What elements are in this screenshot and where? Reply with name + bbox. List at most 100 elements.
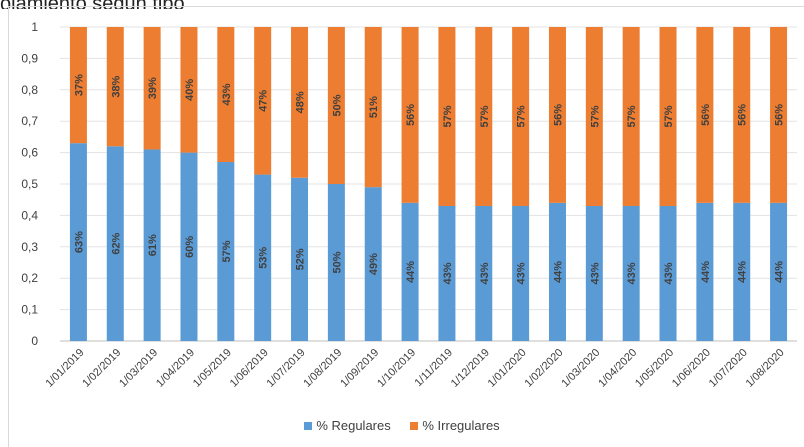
y-tick-label: 0,7 xyxy=(21,114,38,128)
bar-regulares xyxy=(364,187,382,341)
bar-irregulares xyxy=(180,27,198,153)
data-label-irregulares: 50% xyxy=(331,94,343,116)
bar-irregulares xyxy=(696,27,714,203)
data-label-irregulares: 56% xyxy=(700,104,712,126)
bar-regulares xyxy=(106,146,124,341)
data-label-regulares: 60% xyxy=(184,236,196,258)
bar-regulares xyxy=(696,202,714,341)
x-tick-label: 1/05/2019 xyxy=(191,347,234,390)
bar-regulares xyxy=(733,202,751,341)
data-label-irregulares: 43% xyxy=(221,83,233,105)
x-tick-label: 1/02/2019 xyxy=(80,347,123,390)
bar-irregulares xyxy=(143,27,161,150)
bar-irregulares xyxy=(106,27,124,147)
bar-regulares xyxy=(548,202,566,341)
chart-legend: % Regulares % Irregulares xyxy=(0,418,804,433)
data-label-irregulares: 56% xyxy=(405,104,417,126)
bar-irregulares xyxy=(69,27,87,144)
x-tick-label: 1/07/2020 xyxy=(707,347,750,390)
data-label-irregulares: 57% xyxy=(516,105,528,127)
data-label-irregulares: 56% xyxy=(774,104,786,126)
bar-regulares xyxy=(475,205,493,341)
data-label-regulares: 44% xyxy=(552,261,564,283)
data-label-regulares: 44% xyxy=(737,261,749,283)
legend-item-regulares: % Regulares xyxy=(304,418,391,433)
data-label-regulares: 43% xyxy=(589,262,601,284)
bar-regulares xyxy=(327,184,345,341)
data-label-irregulares: 57% xyxy=(589,105,601,127)
data-label-irregulares: 57% xyxy=(626,105,638,127)
data-label-irregulares: 57% xyxy=(442,105,454,127)
data-label-irregulares: 40% xyxy=(184,79,196,101)
bar-irregulares xyxy=(291,27,309,178)
data-label-regulares: 62% xyxy=(110,232,122,254)
x-tick-label: 1/08/2020 xyxy=(744,347,787,390)
x-tick-label: 1/09/2019 xyxy=(338,347,381,390)
legend-swatch-regulares xyxy=(304,422,313,430)
bar-irregulares xyxy=(364,27,382,188)
data-label-regulares: 44% xyxy=(405,261,417,283)
bar-irregulares xyxy=(475,27,493,206)
bar-regulares xyxy=(401,202,419,341)
bar-irregulares xyxy=(770,27,788,203)
x-tick-label: 1/11/2019 xyxy=(413,347,456,390)
data-label-regulares: 63% xyxy=(73,231,85,253)
bar-regulares xyxy=(585,205,603,341)
data-label-regulares: 44% xyxy=(700,261,712,283)
data-label-regulares: 43% xyxy=(663,262,675,284)
data-label-regulares: 49% xyxy=(368,253,380,275)
y-tick-label: 0,3 xyxy=(21,240,38,254)
data-label-irregulares: 56% xyxy=(737,104,749,126)
bar-irregulares xyxy=(217,27,235,163)
x-tick-label: 1/04/2020 xyxy=(596,347,639,390)
data-label-regulares: 43% xyxy=(442,262,454,284)
data-label-irregulares: 37% xyxy=(73,74,85,96)
x-tick-label: 1/01/2020 xyxy=(486,347,529,390)
data-label-irregulares: 48% xyxy=(295,91,307,113)
y-tick-label: 0,4 xyxy=(21,208,38,222)
legend-label-regulares: % Regulares xyxy=(316,418,391,433)
data-label-regulares: 61% xyxy=(147,234,159,256)
y-tick-label: 1 xyxy=(31,20,38,34)
x-tick-label: 1/06/2019 xyxy=(228,347,271,390)
y-tick-label: 0 xyxy=(31,334,38,348)
bar-irregulares xyxy=(585,27,603,206)
data-label-regulares: 50% xyxy=(331,251,343,273)
bar-irregulares xyxy=(733,27,751,203)
bar-irregulares xyxy=(254,27,272,175)
data-label-regulares: 44% xyxy=(774,261,786,283)
bar-regulares xyxy=(254,174,272,341)
bar-regulares xyxy=(143,149,161,341)
legend-item-irregulares: % Irregulares xyxy=(410,418,500,433)
x-tick-label: 1/03/2020 xyxy=(559,347,602,390)
data-label-irregulares: 57% xyxy=(479,105,491,127)
x-tick-label: 1/05/2020 xyxy=(633,347,676,390)
data-label-regulares: 43% xyxy=(479,262,491,284)
bar-regulares xyxy=(180,152,198,341)
bar-regulares xyxy=(512,205,530,341)
chart-title-fragment: ojamiento segun tipo xyxy=(0,0,185,9)
data-label-regulares: 52% xyxy=(295,248,307,270)
y-tick-label: 0,8 xyxy=(21,83,38,97)
y-tick-label: 0,9 xyxy=(21,51,38,65)
bar-irregulares xyxy=(548,27,566,203)
x-tick-label: 1/10/2019 xyxy=(375,347,418,390)
x-tick-label: 1/03/2019 xyxy=(117,347,160,390)
y-tick-label: 0,5 xyxy=(21,177,38,191)
x-tick-label: 1/12/2019 xyxy=(449,347,492,390)
legend-label-irregulares: % Irregulares xyxy=(422,418,500,433)
y-tick-label: 0,6 xyxy=(21,146,38,160)
bar-regulares xyxy=(622,205,640,341)
data-label-irregulares: 47% xyxy=(258,90,270,112)
data-label-irregulares: 39% xyxy=(147,77,159,99)
bar-irregulares xyxy=(438,27,456,206)
bar-irregulares xyxy=(622,27,640,206)
data-label-regulares: 57% xyxy=(221,240,233,262)
data-label-irregulares: 56% xyxy=(552,104,564,126)
bar-regulares xyxy=(770,202,788,341)
data-label-regulares: 53% xyxy=(258,247,270,269)
bar-irregulares xyxy=(401,27,419,203)
data-label-irregulares: 57% xyxy=(663,105,675,127)
bar-regulares xyxy=(291,177,309,341)
